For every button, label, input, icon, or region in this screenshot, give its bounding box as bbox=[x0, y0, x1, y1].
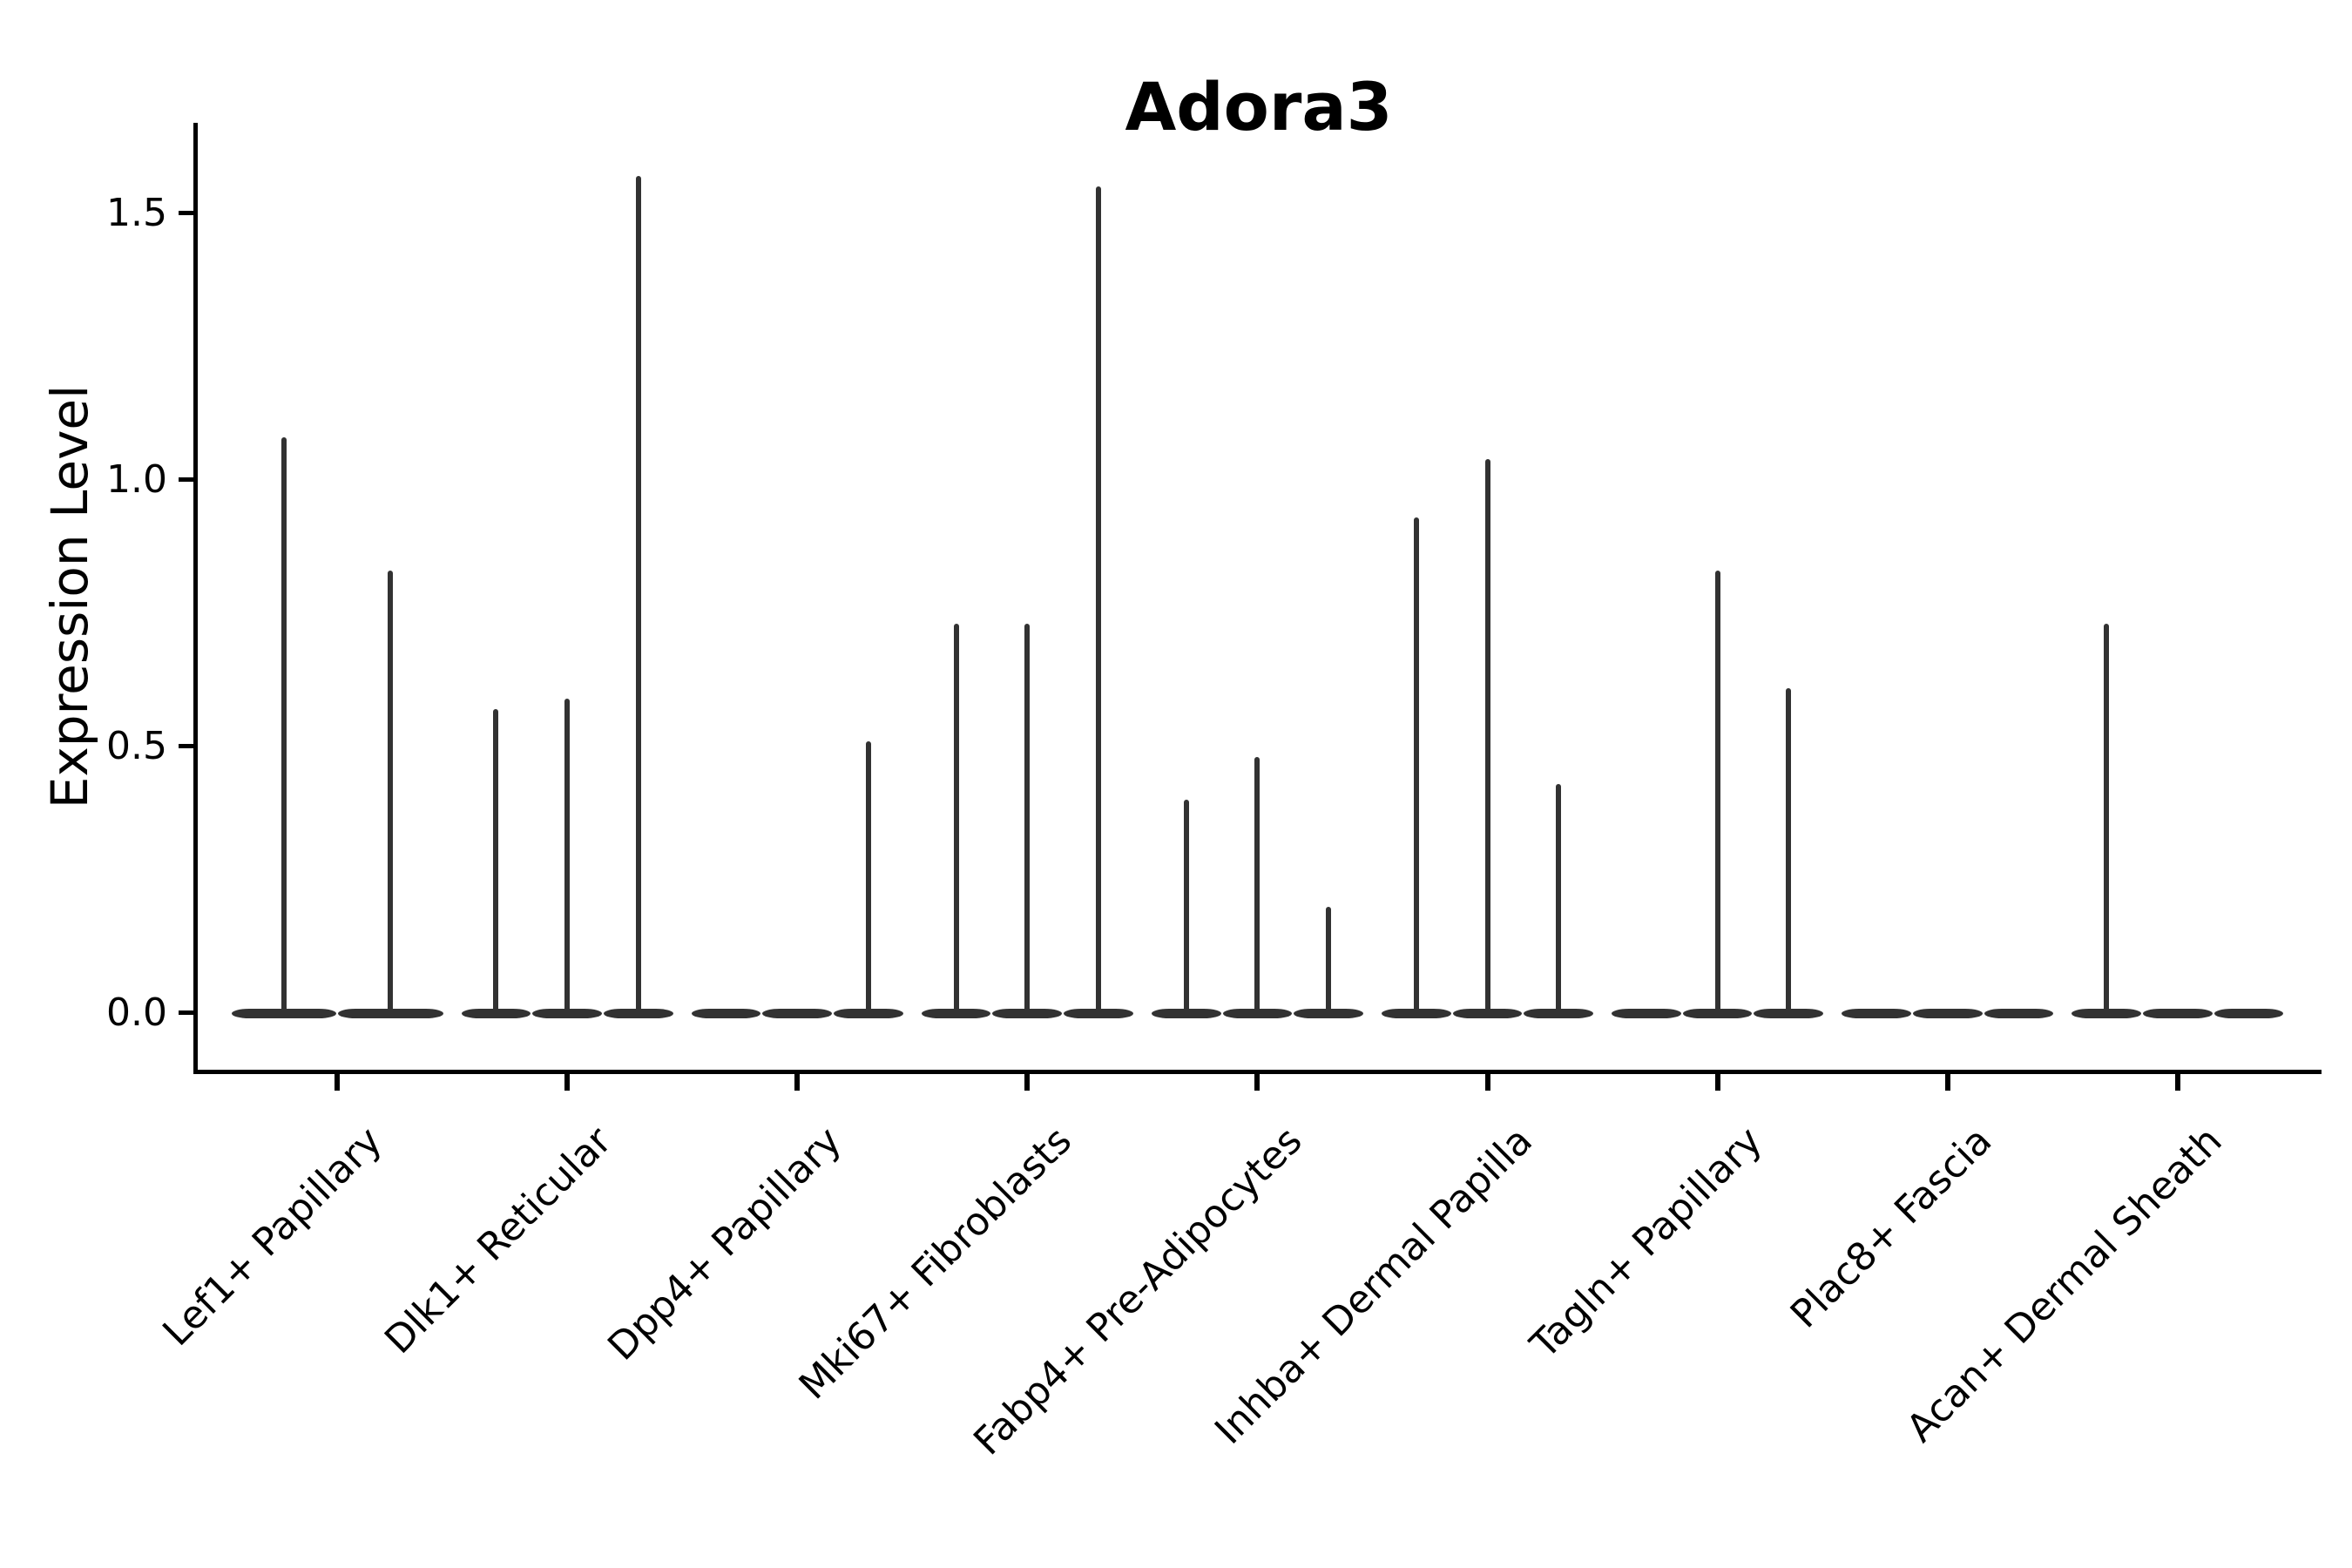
violin-spike bbox=[1413, 517, 1419, 1017]
violin-spike bbox=[564, 698, 571, 1017]
x-axis-label-text: Tagln+ Papillary bbox=[1522, 1119, 1771, 1368]
violin-spike bbox=[2104, 624, 2110, 1017]
violin-base bbox=[1912, 1009, 1983, 1018]
y-tick-label: 1.5 bbox=[106, 191, 167, 235]
violin-base bbox=[2142, 1009, 2213, 1018]
x-tick-mark bbox=[2174, 1071, 2180, 1091]
violin-base bbox=[1842, 1009, 1911, 1018]
x-tick-mark bbox=[335, 1071, 340, 1091]
x-axis-label-text: Dlk1+ Reticular bbox=[376, 1119, 621, 1362]
violin-base bbox=[691, 1009, 761, 1018]
chart-title: Adora3 bbox=[1125, 68, 1393, 145]
violin-spike bbox=[953, 624, 959, 1017]
y-tick-mark bbox=[179, 211, 196, 215]
y-tick-mark bbox=[179, 1010, 196, 1015]
x-tick-mark bbox=[794, 1071, 801, 1091]
x-tick-mark bbox=[1944, 1071, 1950, 1091]
y-tick-mark bbox=[179, 744, 196, 748]
x-tick-mark bbox=[1024, 1071, 1031, 1091]
violin-spike bbox=[1024, 624, 1031, 1017]
violin-spike bbox=[280, 437, 287, 1017]
violin-base bbox=[2213, 1009, 2284, 1018]
violin-spike bbox=[493, 709, 499, 1017]
violin-spike bbox=[1326, 906, 1332, 1017]
violin-spike bbox=[1786, 687, 1792, 1017]
violin-spike bbox=[388, 571, 394, 1017]
violin-spike bbox=[635, 176, 641, 1017]
y-tick-mark bbox=[179, 477, 196, 482]
x-tick-mark bbox=[564, 1071, 571, 1091]
violin-spike bbox=[1183, 800, 1189, 1017]
violin-spike bbox=[1254, 757, 1260, 1017]
y-axis-spine bbox=[193, 123, 198, 1074]
x-axis-label-text: Plac8+ Fascia bbox=[1782, 1119, 2001, 1337]
x-tick-mark bbox=[1254, 1071, 1260, 1091]
violin-spike bbox=[1556, 783, 1562, 1017]
x-tick-mark bbox=[1714, 1071, 1720, 1091]
violin-base bbox=[1984, 1009, 2054, 1018]
x-tick-mark bbox=[1484, 1071, 1490, 1091]
violin-base bbox=[762, 1009, 833, 1018]
violin-spike bbox=[1714, 571, 1720, 1017]
violin-spike bbox=[1484, 458, 1490, 1017]
y-tick-label: 0.5 bbox=[106, 724, 167, 768]
y-tick-label: 0.0 bbox=[106, 990, 167, 1035]
violin-base bbox=[1612, 1009, 1681, 1018]
x-axis-label-text: Lef1+ Papillary bbox=[153, 1119, 391, 1355]
violin-spike bbox=[865, 740, 871, 1017]
y-tick-label: 1.0 bbox=[106, 457, 167, 502]
x-axis-label-text: Dpp4+ Papillary bbox=[599, 1119, 851, 1369]
violin-spike bbox=[1095, 186, 1101, 1017]
